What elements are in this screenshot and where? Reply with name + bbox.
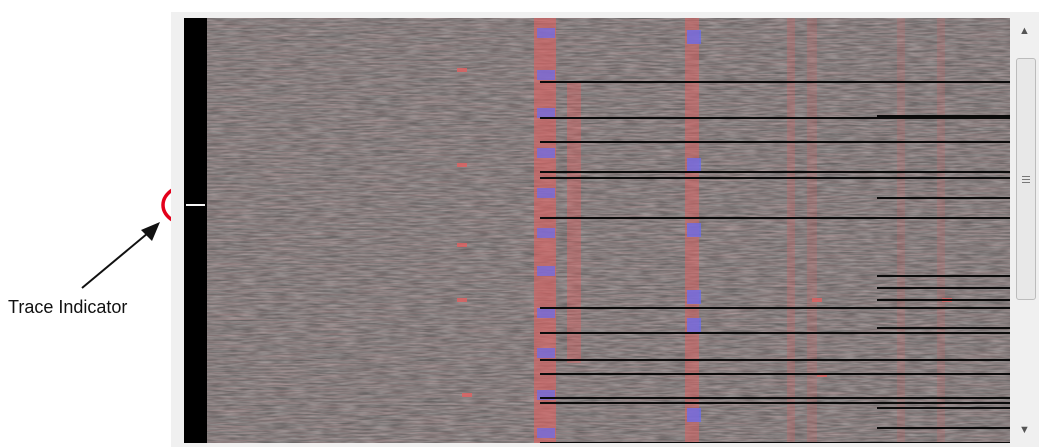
signal-dot [457, 298, 467, 302]
peak-mark [537, 108, 555, 118]
scroll-up-button[interactable]: ▲ [1010, 18, 1039, 44]
signal-band [937, 18, 945, 443]
peak-mark [537, 70, 555, 80]
vertical-scrollbar[interactable]: ▲ ▼ [1010, 18, 1039, 443]
peak-mark [687, 223, 701, 237]
trace-indicator-label: Trace Indicator [8, 297, 128, 317]
peak-mark [687, 408, 701, 422]
annotation-arrow-line [81, 232, 149, 289]
peak-mark [537, 428, 555, 438]
reddish-noise-layer [207, 18, 1010, 443]
triangle-up-icon: ▲ [1019, 25, 1030, 37]
peak-mark [687, 290, 701, 304]
peak-mark [537, 266, 555, 276]
triangle-down-icon: ▼ [1019, 424, 1030, 436]
signal-dot [462, 393, 472, 397]
peak-mark [537, 148, 555, 158]
signal-dot [457, 243, 467, 247]
grip-lines-icon [1022, 175, 1030, 183]
peak-mark [687, 318, 701, 332]
peak-mark [537, 28, 555, 38]
trace-indicator-mark[interactable] [186, 204, 205, 206]
signal-dot [457, 163, 467, 167]
scroll-down-button[interactable]: ▼ [1010, 417, 1039, 443]
peak-mark [537, 390, 555, 400]
signal-band [787, 18, 795, 443]
scroll-thumb[interactable] [1016, 58, 1036, 300]
signal-dot [812, 298, 822, 302]
signal-band [807, 18, 817, 443]
signal-band [567, 83, 581, 363]
peak-mark [687, 30, 701, 44]
peak-mark [537, 308, 555, 318]
peak-mark [537, 188, 555, 198]
peak-mark [687, 158, 701, 172]
signal-dot [457, 68, 467, 72]
peak-mark [537, 228, 555, 238]
signal-band [897, 18, 905, 443]
annotation-arrow-head [141, 222, 160, 241]
waterfall-display[interactable] [207, 18, 1010, 443]
waterfall-canvas [207, 18, 1010, 443]
peak-mark [537, 348, 555, 358]
trace-indicator-strip [184, 18, 207, 443]
